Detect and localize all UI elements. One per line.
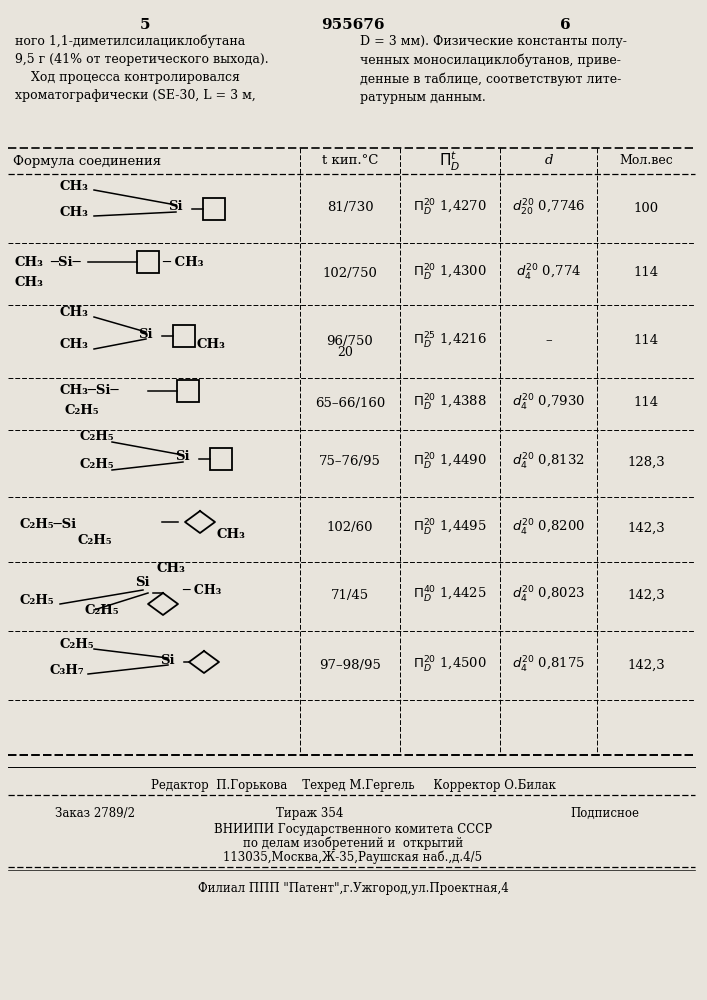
Text: 142,3: 142,3 <box>627 658 665 672</box>
Text: Редактор  П.Горькова    Техред М.Гергель     Корректор О.Билак: Редактор П.Горькова Техред М.Гергель Кор… <box>151 779 556 792</box>
Text: Филиал ППП "Патент",г.Ужгород,ул.Проектная,4: Филиал ППП "Патент",г.Ужгород,ул.Проектн… <box>198 882 508 895</box>
Text: D = 3 мм). Физические константы полу-
ченных моносилациклобутанов, приве-
денные: D = 3 мм). Физические константы полу- че… <box>360 35 627 104</box>
Text: C₃H₇: C₃H₇ <box>50 664 85 676</box>
Text: t кип.°C: t кип.°C <box>322 154 378 167</box>
Text: $d_4^{20}$ 0,8132: $d_4^{20}$ 0,8132 <box>512 452 585 472</box>
Text: CH₃: CH₃ <box>15 255 44 268</box>
Text: $\Pi_D^{20}$ 1,4495: $\Pi_D^{20}$ 1,4495 <box>413 518 487 538</box>
Text: CH₃: CH₃ <box>217 528 246 540</box>
Text: Подписное: Подписное <box>570 807 639 820</box>
Bar <box>177 380 199 402</box>
Bar <box>173 325 195 347</box>
Text: Si: Si <box>138 328 153 340</box>
Text: C₂H₅: C₂H₅ <box>80 430 115 444</box>
Text: Мол.вес: Мол.вес <box>619 154 673 167</box>
Text: $\Pi_D^{20}$ 1,4300: $\Pi_D^{20}$ 1,4300 <box>413 263 487 283</box>
Text: $d_{20}^{20}$ 0,7746: $d_{20}^{20}$ 0,7746 <box>512 198 585 218</box>
Text: $d_4^{20}$ 0,8175: $d_4^{20}$ 0,8175 <box>512 655 585 675</box>
Bar <box>137 251 159 273</box>
Text: 142,3: 142,3 <box>627 588 665 601</box>
Text: $\Pi_D^{40}$ 1,4425: $\Pi_D^{40}$ 1,4425 <box>413 585 487 605</box>
Text: C₂H₅: C₂H₅ <box>60 639 95 652</box>
Text: $\Pi_D^t$: $\Pi_D^t$ <box>439 149 461 173</box>
Text: Тираж 354: Тираж 354 <box>276 807 344 820</box>
Text: C₂H₅─Si: C₂H₅─Si <box>20 518 77 530</box>
Text: CH₃: CH₃ <box>157 562 186 576</box>
Text: CH₃: CH₃ <box>60 306 89 320</box>
Text: $d_4^{20}$ 0,8023: $d_4^{20}$ 0,8023 <box>512 585 585 605</box>
Text: 100: 100 <box>633 202 658 215</box>
Text: CH₃: CH₃ <box>60 206 89 219</box>
Text: C₂H₅: C₂H₅ <box>65 404 100 418</box>
Text: $d_4^{20}$ 0,8200: $d_4^{20}$ 0,8200 <box>512 518 585 538</box>
Text: CH₃─Si─: CH₃─Si─ <box>60 384 119 397</box>
Text: 5: 5 <box>140 18 151 32</box>
Text: 955676: 955676 <box>321 18 385 32</box>
Text: CH₃: CH₃ <box>15 275 44 288</box>
Text: 102/60: 102/60 <box>327 522 373 534</box>
Text: 102/750: 102/750 <box>322 266 378 279</box>
Text: 71/45: 71/45 <box>331 588 369 601</box>
Text: $\Pi_D^{20}$ 1,4270: $\Pi_D^{20}$ 1,4270 <box>413 198 487 218</box>
Text: Si: Si <box>175 450 189 464</box>
Bar <box>210 448 232 470</box>
Text: Si: Si <box>160 654 175 666</box>
Text: ─ CH₃: ─ CH₃ <box>182 584 221 597</box>
Text: d: d <box>544 154 553 167</box>
Text: 97–98/95: 97–98/95 <box>319 658 381 672</box>
Bar <box>203 198 225 220</box>
Text: CH₃: CH₃ <box>60 338 89 352</box>
Text: 114: 114 <box>633 396 658 410</box>
Text: $d_4^{20}$ 0,7930: $d_4^{20}$ 0,7930 <box>512 393 585 413</box>
Text: 113035,Москва,Ж-35,Раушская наб.,д.4/5: 113035,Москва,Ж-35,Раушская наб.,д.4/5 <box>223 851 483 864</box>
Text: 20: 20 <box>337 347 353 360</box>
Text: ─Si─: ─Si─ <box>50 255 81 268</box>
Text: C₂H₅: C₂H₅ <box>78 534 112 546</box>
Text: $\Pi_D^{20}$ 1,4500: $\Pi_D^{20}$ 1,4500 <box>413 655 487 675</box>
Text: 96/750: 96/750 <box>327 334 373 348</box>
Text: по делам изобретений и  открытий: по делам изобретений и открытий <box>243 837 463 850</box>
Text: $d_4^{20}$ 0,774: $d_4^{20}$ 0,774 <box>516 263 581 283</box>
Text: Формула соединения: Формула соединения <box>13 154 161 167</box>
Text: CH₃: CH₃ <box>197 338 226 352</box>
Text: 75–76/95: 75–76/95 <box>319 456 381 468</box>
Text: $\Pi_D^{25}$ 1,4216: $\Pi_D^{25}$ 1,4216 <box>413 331 487 351</box>
Text: C₂H₅: C₂H₅ <box>85 603 119 616</box>
Text: Заказ 2789/2: Заказ 2789/2 <box>55 807 135 820</box>
Text: ного 1,1-диметилсилациклобутана
9,5 г (41% от теоретического выхода).
    Ход пр: ного 1,1-диметилсилациклобутана 9,5 г (4… <box>15 35 269 103</box>
Text: 6: 6 <box>560 18 571 32</box>
Text: –: – <box>545 334 551 348</box>
Text: $\Pi_D^{20}$ 1,4490: $\Pi_D^{20}$ 1,4490 <box>413 452 487 472</box>
Text: 81/730: 81/730 <box>327 202 373 215</box>
Text: C₂H₅: C₂H₅ <box>80 458 115 472</box>
Text: ВНИИПИ Государственного комитета СССР: ВНИИПИ Государственного комитета СССР <box>214 823 492 836</box>
Text: ─ CH₃: ─ CH₃ <box>162 255 204 268</box>
Text: C₂H₅: C₂H₅ <box>20 593 54 606</box>
Text: 142,3: 142,3 <box>627 522 665 534</box>
Text: 65–66/160: 65–66/160 <box>315 396 385 410</box>
Text: Si: Si <box>135 576 150 588</box>
Text: CH₃: CH₃ <box>60 180 89 192</box>
Text: Si: Si <box>168 200 182 214</box>
Text: 114: 114 <box>633 334 658 348</box>
Text: 128,3: 128,3 <box>627 456 665 468</box>
Text: 114: 114 <box>633 266 658 279</box>
Text: $\Pi_D^{20}$ 1,4388: $\Pi_D^{20}$ 1,4388 <box>413 393 487 413</box>
